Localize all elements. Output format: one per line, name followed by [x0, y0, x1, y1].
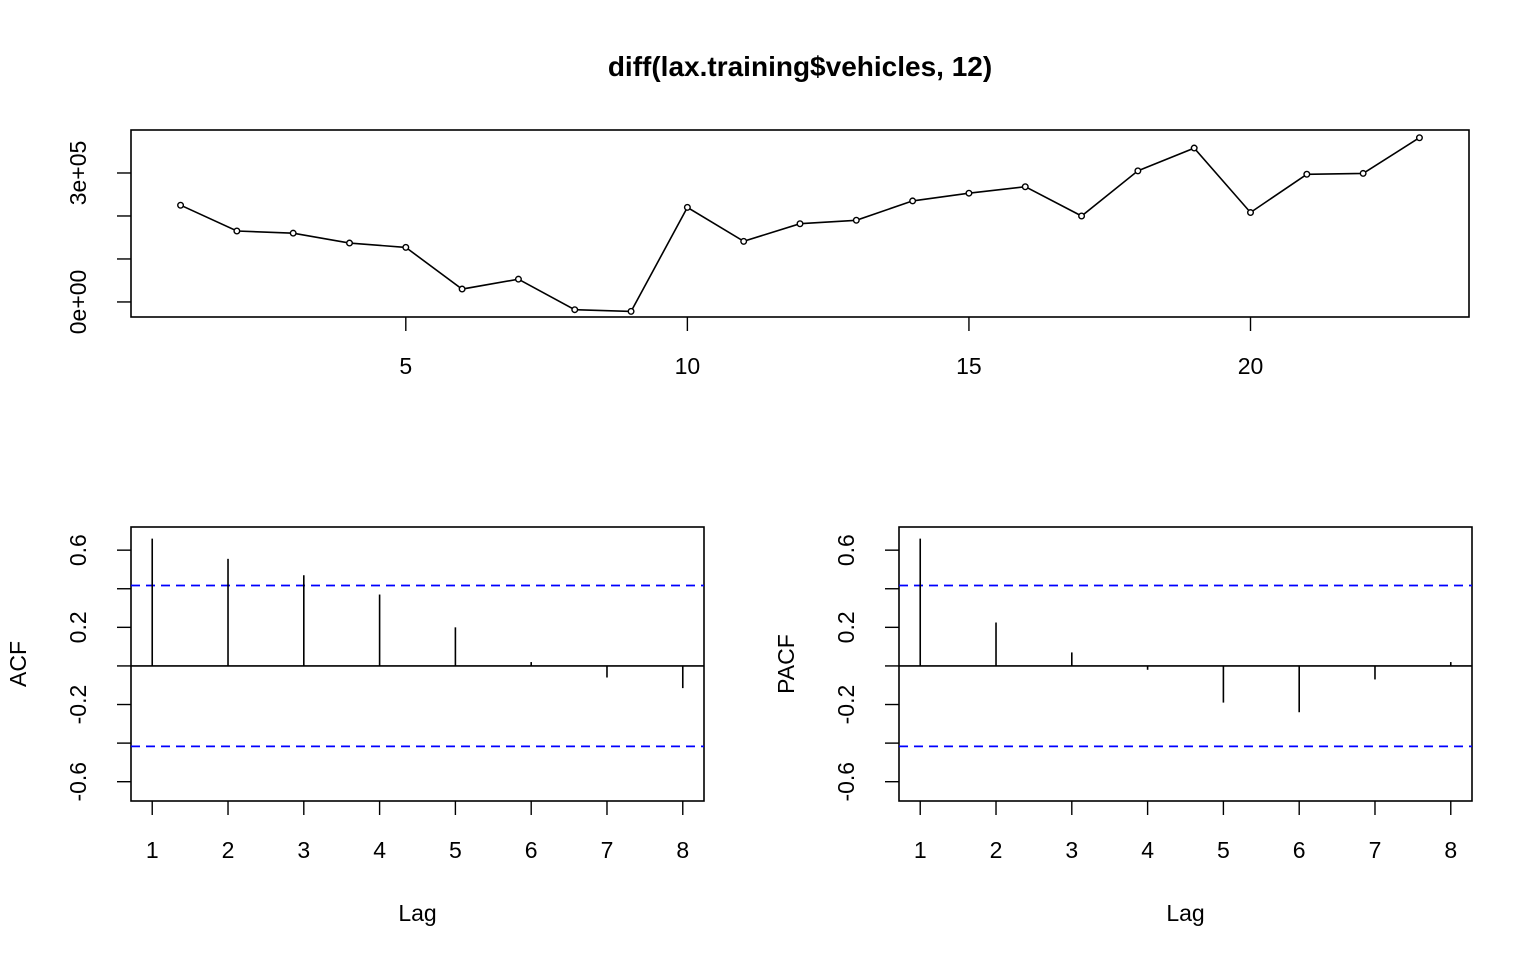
x-tick-label: 6 [1293, 837, 1306, 863]
data-point [683, 203, 691, 211]
data-point [740, 237, 748, 245]
data-point [1303, 170, 1311, 178]
data-point [514, 275, 522, 283]
y-tick-label: -0.6 [65, 762, 91, 802]
data-point [852, 216, 860, 224]
x-tick-label: 3 [1065, 837, 1078, 863]
data-point [1415, 134, 1423, 142]
data-point [796, 220, 804, 228]
pacf-panel: 1 2 3 4 5 6 7 8 -0.6 -0.2 0.2 0.6 Lag PACF [773, 526, 1473, 926]
x-tick-label: 8 [676, 837, 689, 863]
y-axis-label: ACF [5, 641, 31, 687]
data-point [965, 189, 973, 197]
x-tick-label: 20 [1238, 353, 1264, 379]
x-tick-label: 3 [297, 837, 310, 863]
data-point [1247, 209, 1255, 217]
data-point [1078, 212, 1086, 220]
time-series-panel: 5 10 15 20 0e+00 3e+05 [65, 129, 1470, 379]
x-tick-label: 8 [1444, 837, 1457, 863]
x-tick-label: 1 [914, 837, 927, 863]
data-point [571, 306, 579, 314]
x-tick-label: 5 [399, 353, 412, 379]
y-tick-label: -0.2 [833, 685, 859, 725]
data-point [1190, 144, 1198, 152]
plot-frame [898, 526, 1473, 802]
y-tick-label: 3e+05 [65, 141, 91, 206]
y-tick-label: 0.2 [65, 611, 91, 643]
x-tick-label: 6 [525, 837, 538, 863]
chart-title: diff(lax.training$vehicles, 12) [608, 51, 992, 82]
y-tick-label: 0.6 [833, 534, 859, 566]
data-point [1021, 183, 1029, 191]
x-tick-label: 2 [222, 837, 235, 863]
acf-panel: 1 2 3 4 5 6 7 8 -0.6 -0.2 0.2 0.6 Lag ACF [5, 526, 705, 926]
data-point [909, 197, 917, 205]
y-tick-label: -0.2 [65, 685, 91, 725]
data-point [458, 285, 466, 293]
data-point [1359, 169, 1367, 177]
y-tick-label: 0.6 [65, 534, 91, 566]
x-tick-label: 2 [990, 837, 1003, 863]
x-tick-label: 7 [601, 837, 614, 863]
x-tick-label: 4 [1141, 837, 1154, 863]
data-point [402, 243, 410, 251]
x-tick-label: 1 [146, 837, 159, 863]
x-tick-label: 5 [449, 837, 462, 863]
x-tick-label: 4 [373, 837, 386, 863]
y-tick-label: -0.6 [833, 762, 859, 802]
y-tick-label: 0e+00 [65, 270, 91, 335]
plot-frame [130, 526, 705, 802]
y-axis-label: PACF [773, 634, 799, 694]
data-point [177, 201, 185, 209]
x-tick-label: 7 [1369, 837, 1382, 863]
plot-frame [130, 129, 1470, 318]
x-tick-label: 10 [675, 353, 701, 379]
data-point [627, 307, 635, 315]
y-tick-label: 0.2 [833, 611, 859, 643]
data-point [345, 239, 353, 247]
x-axis-label: Lag [1166, 900, 1204, 926]
data-point [289, 229, 297, 237]
data-point [1134, 167, 1142, 175]
data-point [233, 227, 241, 235]
x-axis-label: Lag [398, 900, 436, 926]
x-tick-label: 5 [1217, 837, 1230, 863]
x-tick-label: 15 [956, 353, 982, 379]
